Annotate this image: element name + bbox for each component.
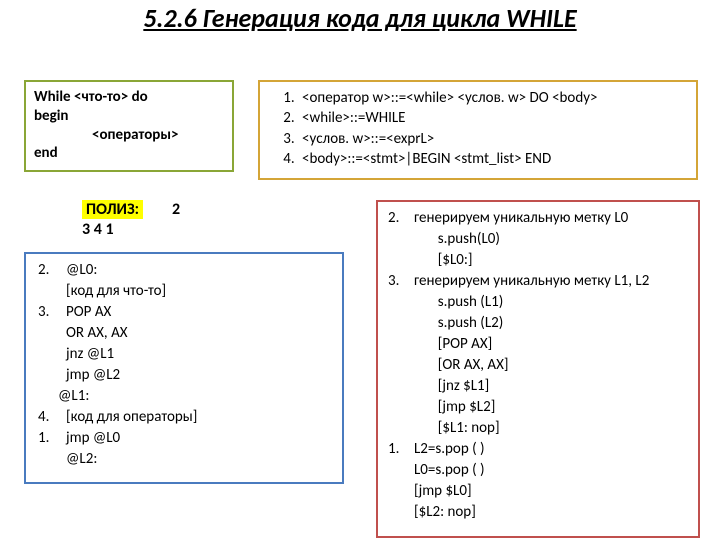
step-row: [jnz $L1] bbox=[386, 376, 690, 397]
code-row: jnz @L1 bbox=[34, 344, 332, 365]
code-row-number: 3. bbox=[34, 302, 66, 323]
poliz-label: ПОЛИЗ: bbox=[82, 200, 143, 219]
step-row: s.push(L0) bbox=[386, 229, 690, 250]
step-row: [$L1: nop] bbox=[386, 418, 690, 439]
step-row-number bbox=[386, 418, 414, 439]
step-row-text: генерируем уникальную метку L1, L2 bbox=[414, 271, 690, 292]
step-row-number bbox=[386, 397, 414, 418]
code-row-text: [код для операторы] bbox=[66, 407, 332, 428]
step-row: L0=s.pop ( ) bbox=[386, 460, 690, 481]
code-row-text: jmp @L2 bbox=[66, 365, 332, 386]
step-row-number bbox=[386, 292, 414, 313]
step-row-text: [jmp $L2] bbox=[414, 397, 690, 418]
step-row-number bbox=[386, 229, 414, 250]
code-row: @L1: bbox=[34, 386, 332, 407]
code-row-number bbox=[34, 281, 66, 302]
step-row-text: [$L1: nop] bbox=[414, 418, 690, 439]
step-row-number bbox=[386, 334, 414, 355]
code-row-text: @L2: bbox=[66, 449, 332, 470]
code-row: OR AX, AX bbox=[34, 323, 332, 344]
step-row: 3.генерируем уникальную метку L1, L2 bbox=[386, 271, 690, 292]
while-cond: <что-то> bbox=[74, 88, 128, 106]
step-row-text: [$L2: nop] bbox=[414, 502, 690, 523]
code-row-text: [код для что-то] bbox=[66, 281, 332, 302]
step-row-text: s.push (L2) bbox=[414, 313, 690, 334]
code-row: @L2: bbox=[34, 449, 332, 470]
grammar-box: <оператор w>::=<while> <услов. w> DO <bo… bbox=[258, 80, 698, 180]
code-row: jmp @L2 bbox=[34, 365, 332, 386]
step-row-text: [$L0:] bbox=[414, 250, 690, 271]
step-row-number bbox=[386, 355, 414, 376]
code-row: 1.jmp @L0 bbox=[34, 428, 332, 449]
poliz-seq-bot: 3 4 1 bbox=[82, 220, 114, 239]
step-row-number bbox=[386, 481, 414, 502]
code-row-number bbox=[34, 449, 66, 470]
grammar-item: <оператор w>::=<while> <услов. w> DO <bo… bbox=[298, 88, 686, 108]
code-row-number: 1. bbox=[34, 428, 66, 449]
code-row-text: @L1: bbox=[58, 386, 332, 407]
step-row: [jmp $L2] bbox=[386, 397, 690, 418]
grammar-item: <услов. w>::=<exprL> bbox=[298, 129, 686, 149]
code-row-number: 2. bbox=[34, 260, 66, 281]
step-row: s.push (L2) bbox=[386, 313, 690, 334]
while-line1: While <что-то> do bbox=[34, 88, 224, 107]
code-row: 2.@L0: bbox=[34, 260, 332, 281]
generated-code-box: 2.@L0:[код для что-то]3.POP AXOR AX, AXj… bbox=[24, 252, 344, 484]
step-row-number bbox=[386, 460, 414, 481]
step-row: [$L0:] bbox=[386, 250, 690, 271]
code-row-number bbox=[34, 365, 66, 386]
code-row-text: OR AX, AX bbox=[66, 323, 332, 344]
grammar-item: <body>::=<stmt>|BEGIN <stmt_list> END bbox=[298, 149, 686, 169]
code-row-text: jnz @L1 bbox=[66, 344, 332, 365]
step-row: 2.генерируем уникальную метку L0 bbox=[386, 208, 690, 229]
step-row-text: [jnz $L1] bbox=[414, 376, 690, 397]
code-row: 3.POP AX bbox=[34, 302, 332, 323]
grammar-list: <оператор w>::=<while> <услов. w> DO <bo… bbox=[270, 88, 686, 169]
step-row-number bbox=[386, 376, 414, 397]
code-row-text: @L0: bbox=[66, 260, 332, 281]
code-row: [код для что-то] bbox=[34, 281, 332, 302]
step-row-text: [OR AX, AX] bbox=[414, 355, 690, 376]
step-row-number: 1. bbox=[386, 439, 414, 460]
step-row-text: [jmp $L0] bbox=[414, 481, 690, 502]
code-row-number bbox=[34, 323, 66, 344]
step-row: s.push (L1) bbox=[386, 292, 690, 313]
step-row-number bbox=[386, 502, 414, 523]
while-do: do bbox=[128, 88, 148, 106]
code-row: 4.[код для операторы] bbox=[34, 407, 332, 428]
code-row-number: 4. bbox=[34, 407, 66, 428]
while-kw: While bbox=[34, 88, 74, 106]
while-begin: begin bbox=[34, 107, 224, 126]
step-row: [$L2: nop] bbox=[386, 502, 690, 523]
step-row-text: L0=s.pop ( ) bbox=[414, 460, 690, 481]
step-row: [OR AX, AX] bbox=[386, 355, 690, 376]
page-title: 5.2.6 Генерация кода для цикла WHILE bbox=[0, 4, 720, 34]
step-row: 1.L2=s.pop ( ) bbox=[386, 439, 690, 460]
step-row-text: s.push(L0) bbox=[414, 229, 690, 250]
while-end: end bbox=[34, 144, 224, 163]
code-row-number bbox=[34, 344, 66, 365]
while-syntax-box: While <что-то> do begin <операторы> end bbox=[24, 80, 234, 172]
step-row-number: 2. bbox=[386, 208, 414, 229]
step-row-number: 3. bbox=[386, 271, 414, 292]
step-row-text: генерируем уникальную метку L0 bbox=[414, 208, 690, 229]
code-row-text: POP AX bbox=[66, 302, 332, 323]
step-row: [jmp $L0] bbox=[386, 481, 690, 502]
step-row-text: [POP AX] bbox=[414, 334, 690, 355]
poliz-block: ПОЛИЗ: 2 3 4 1 bbox=[82, 200, 262, 240]
code-row-text: jmp @L0 bbox=[66, 428, 332, 449]
poliz-seq-top: 2 bbox=[172, 200, 180, 219]
while-body: <операторы> bbox=[34, 126, 224, 145]
step-row-text: s.push (L1) bbox=[414, 292, 690, 313]
step-row-number bbox=[386, 250, 414, 271]
grammar-item: <while>::=WHILE bbox=[298, 108, 686, 128]
algorithm-steps-box: 2.генерируем уникальную метку L0 s.push(… bbox=[376, 200, 700, 538]
step-row: [POP AX] bbox=[386, 334, 690, 355]
step-row-number bbox=[386, 313, 414, 334]
step-row-text: L2=s.pop ( ) bbox=[414, 439, 690, 460]
